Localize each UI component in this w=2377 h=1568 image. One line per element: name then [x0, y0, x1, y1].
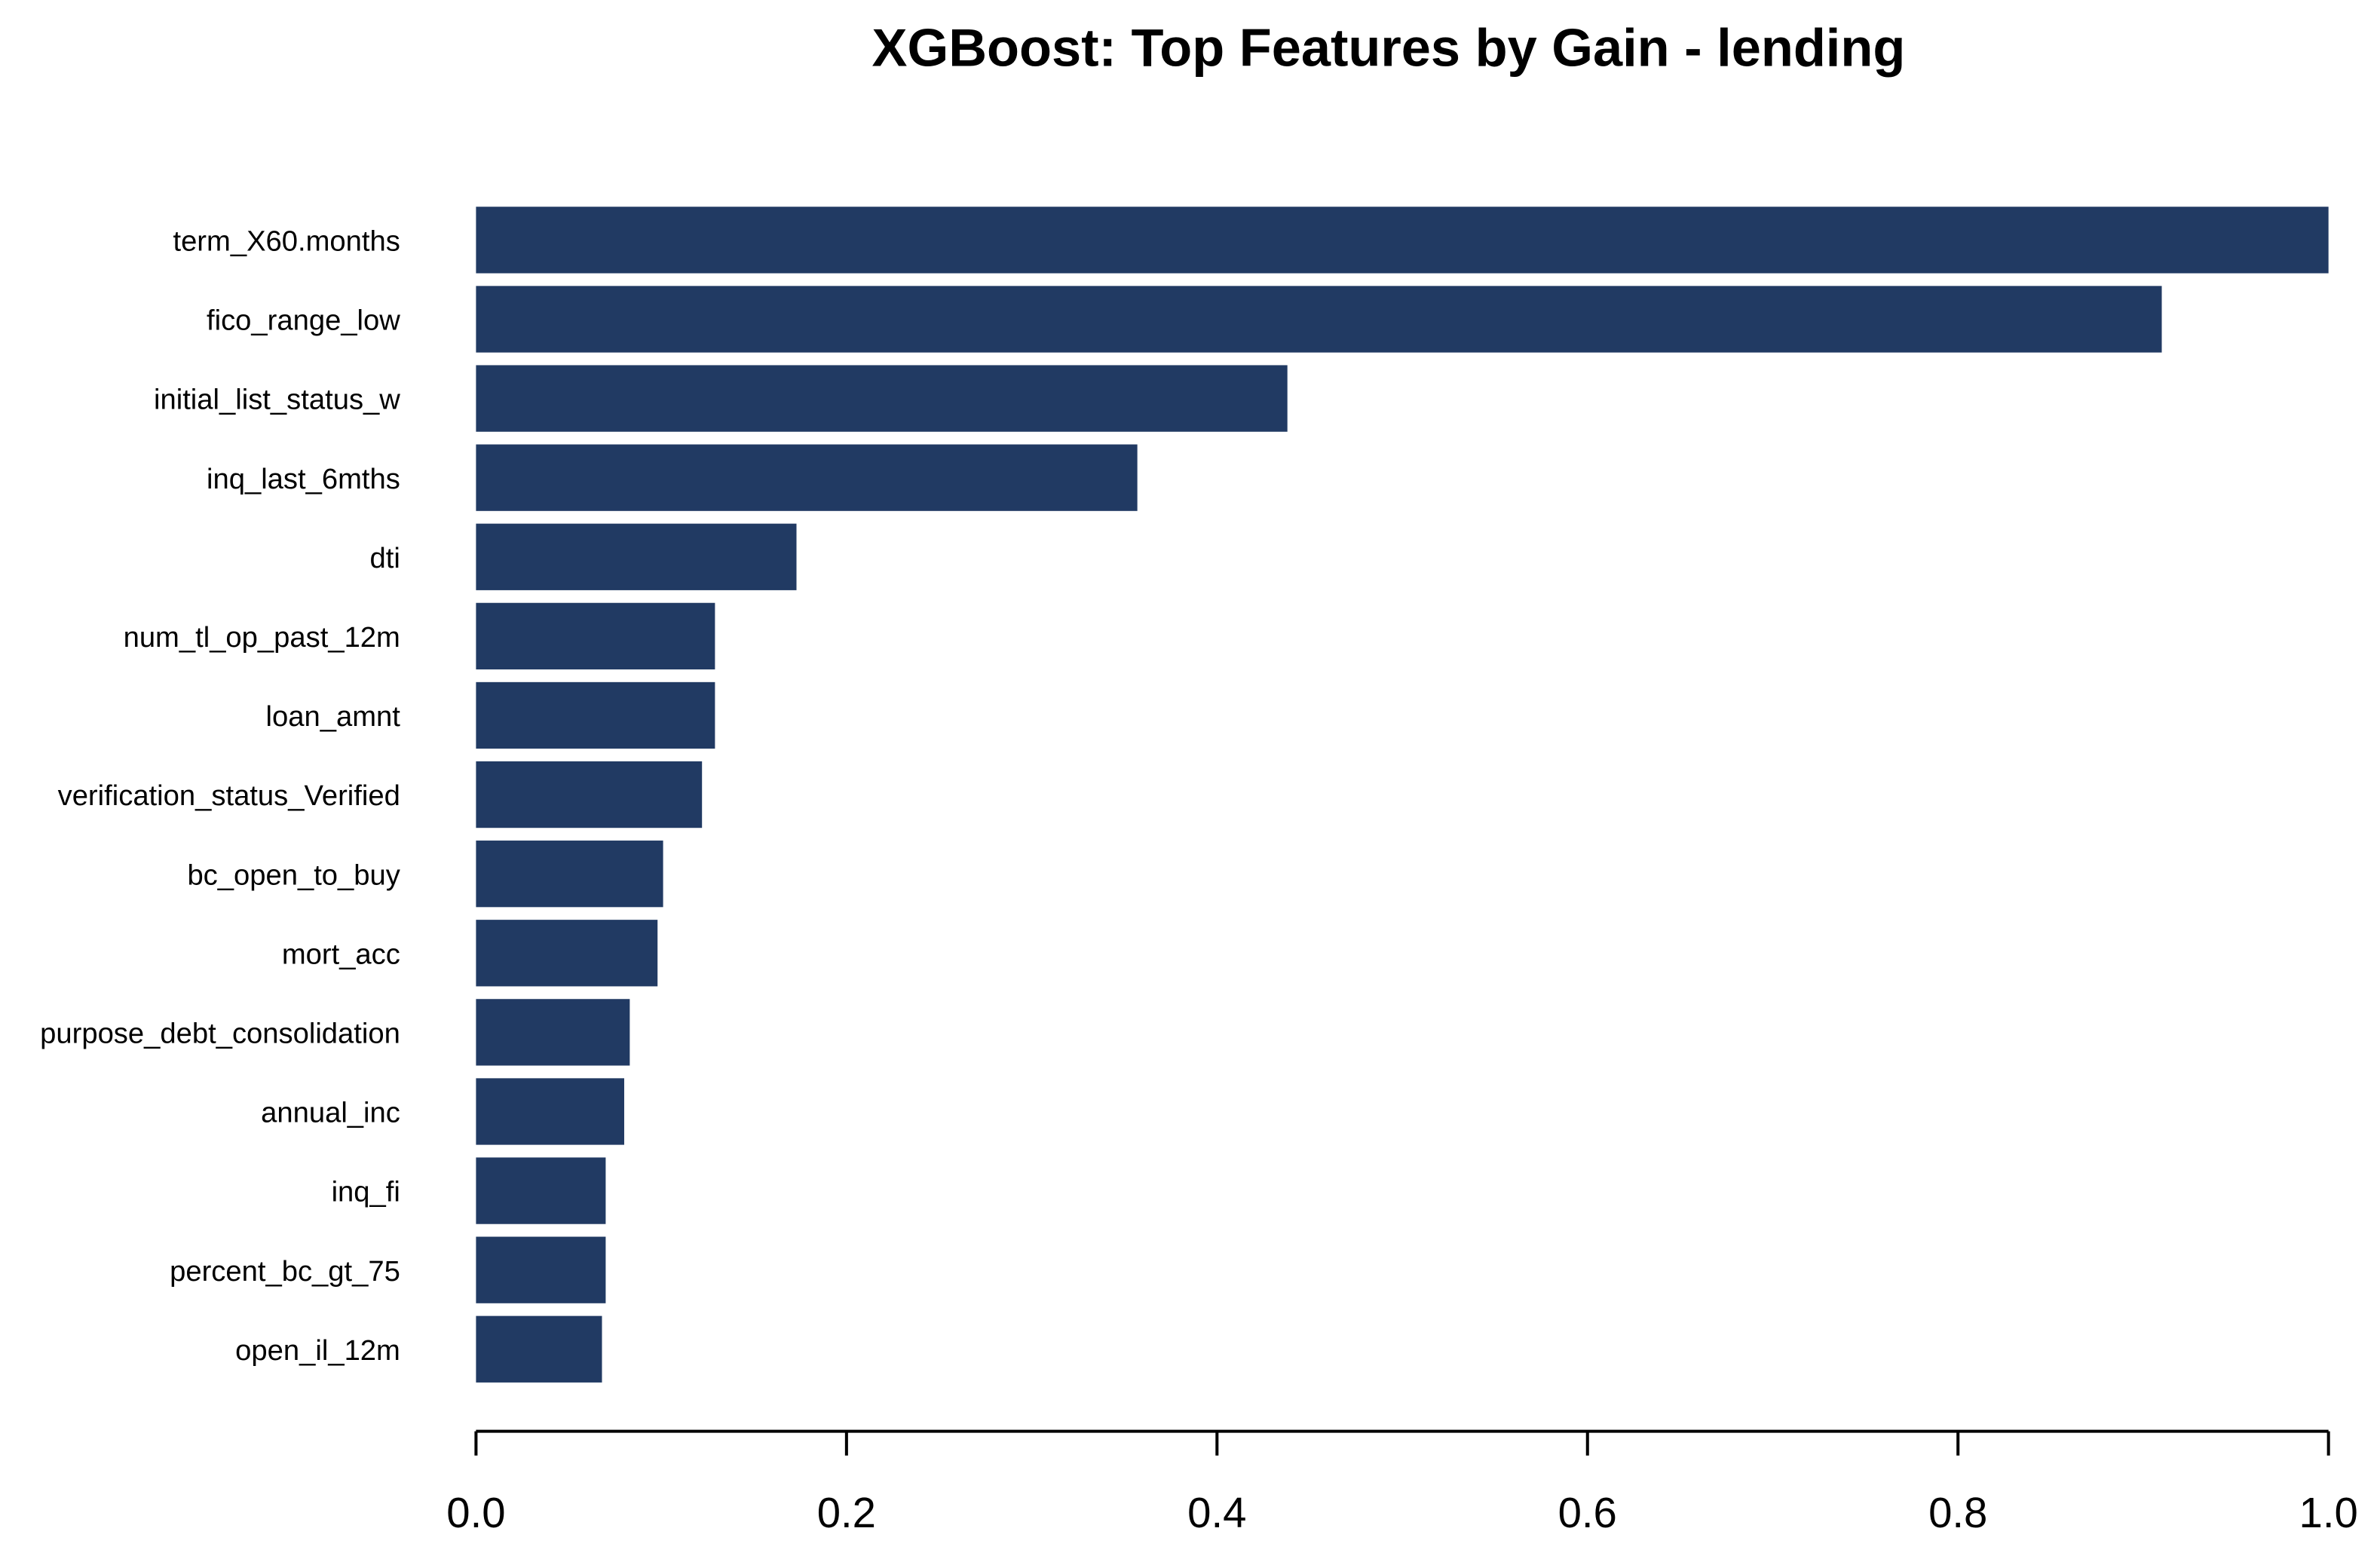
- bar: [476, 999, 630, 1066]
- chart-title: XGBoost: Top Features by Gain - lending: [872, 17, 1906, 77]
- y-tick-label: dti: [370, 542, 400, 574]
- y-tick-label: bc_open_to_buy: [187, 859, 400, 891]
- bar: [476, 1236, 606, 1303]
- y-tick-label: mort_acc: [282, 938, 400, 970]
- bar: [476, 1157, 606, 1224]
- bar: [476, 365, 1288, 432]
- y-tick-label: fico_range_low: [207, 305, 400, 337]
- y-tick-label: initial_list_status_w: [154, 384, 400, 416]
- y-tick-label: annual_inc: [261, 1097, 400, 1129]
- y-tick-label: verification_status_Verified: [58, 779, 400, 812]
- x-tick-label: 0.8: [1928, 1489, 1987, 1536]
- x-tick-label: 1.0: [2299, 1489, 2358, 1536]
- x-tick-label: 0.4: [1187, 1489, 1246, 1536]
- bar: [476, 602, 715, 670]
- bar: [476, 841, 663, 908]
- x-tick-label: 0.0: [446, 1489, 505, 1536]
- y-tick-label: open_il_12m: [235, 1334, 400, 1367]
- y-tick-label: purpose_debt_consolidation: [40, 1017, 400, 1049]
- y-tick-label: inq_fi: [332, 1176, 400, 1208]
- bar: [476, 286, 2162, 353]
- y-tick-label: loan_amnt: [266, 700, 401, 733]
- y-tick-label: term_X60.months: [173, 225, 400, 257]
- bar: [476, 1315, 602, 1383]
- bar: [476, 1078, 624, 1145]
- x-tick-label: 0.6: [1558, 1489, 1617, 1536]
- y-tick-label: inq_last_6mths: [207, 463, 400, 495]
- y-tick-label: percent_bc_gt_75: [170, 1255, 400, 1288]
- bar: [476, 681, 715, 749]
- y-tick-label: num_tl_op_past_12m: [124, 621, 400, 654]
- x-tick-label: 0.2: [817, 1489, 876, 1536]
- bar: [476, 761, 703, 828]
- bar: [476, 207, 2329, 274]
- bar: [476, 523, 797, 590]
- bar: [476, 444, 1138, 511]
- bar: [476, 920, 658, 987]
